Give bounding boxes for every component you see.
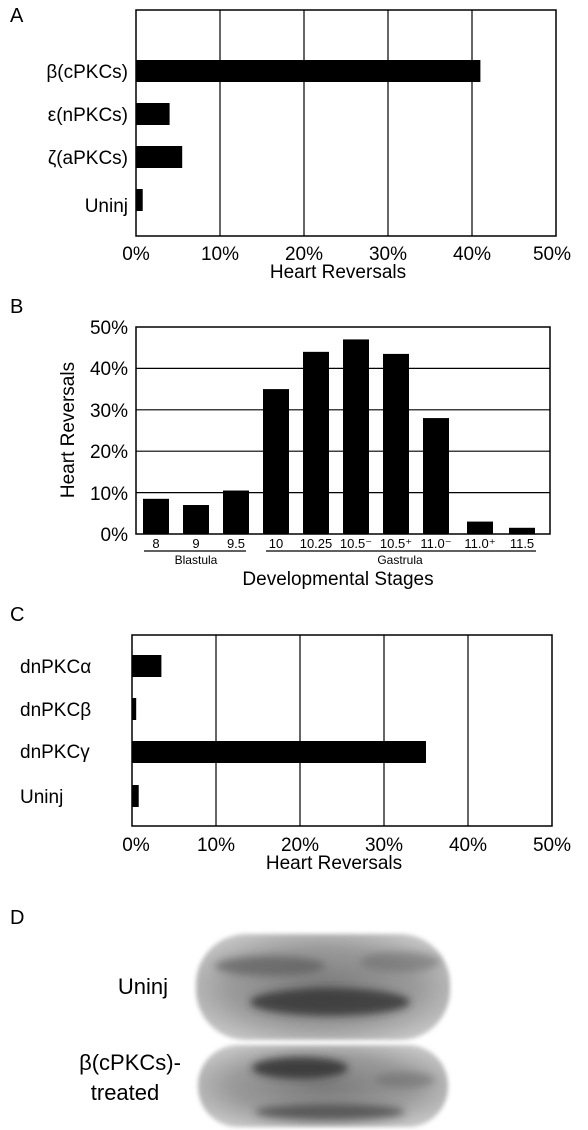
panel-a-chart: A β(cPKCs) ε(nPKCs) ζ(aPKCs) Uninj 0% 10… <box>10 5 571 283</box>
panel-a-tick-label: 30% <box>369 244 407 265</box>
panel-b-x-tick-label: 11.0⁻ <box>420 536 451 551</box>
panel-c-category-label: dnPKCβ <box>20 700 91 721</box>
embryo-label-uninj: Uninj <box>118 974 168 999</box>
panel-b-group-label: Gastrula <box>377 553 423 567</box>
panel-a-category-labels: β(cPKCs) ε(nPKCs) ζ(aPKCs) Uninj <box>46 62 128 217</box>
panel-a-bar <box>136 60 481 82</box>
panel-d-label: D <box>10 907 24 929</box>
panel-c-tick-label: 30% <box>365 835 403 856</box>
panel-b-x-tick-labels: 8 9 9.5 10 10.25 10.5⁻ 10.5⁺ 11.0⁻ 11.0⁺… <box>152 536 534 551</box>
panel-a-tick-label: 0% <box>122 244 150 265</box>
panel-b-chart: B 0% 10% 20% 30% 40% 50% Heart Reversals… <box>10 296 551 590</box>
panel-c-bar <box>132 785 139 807</box>
panel-c-tick-labels: 0% 10% 20% 30% 40% 50% <box>122 835 571 856</box>
panel-b-x-tick-label: 10.25 <box>300 536 333 551</box>
panel-c-category-label: Uninj <box>20 787 63 808</box>
panel-c-category-label: dnPKCα <box>20 657 91 678</box>
panel-b-bar <box>303 351 329 534</box>
panel-a-frame <box>135 9 557 237</box>
panel-c-label: C <box>10 604 24 626</box>
panel-b-x-tick-label: 10.5⁻ <box>340 536 372 551</box>
panel-a-tick-label: 20% <box>285 244 323 265</box>
panel-b-x-tick-label: 10.5⁺ <box>380 536 412 551</box>
panel-c-bar <box>132 741 426 763</box>
panel-a-gridlines <box>219 10 473 236</box>
panel-c-tick-label: 20% <box>281 835 319 856</box>
panel-c-category-labels: dnPKCα dnPKCβ dnPKCγ Uninj <box>20 657 91 808</box>
panel-a-tick-label: 50% <box>533 244 571 265</box>
panel-b-bar <box>263 389 289 534</box>
panel-b-y-tick-label: 20% <box>90 442 128 463</box>
panel-b-x-tick-label: 10 <box>269 536 283 551</box>
panel-b-y-axis-title: Heart Reversals <box>58 362 79 498</box>
panel-a-bar <box>136 189 143 211</box>
panel-c-bar <box>132 698 137 720</box>
panel-b-label: B <box>10 296 23 318</box>
embryo-image-uninj <box>196 934 450 1040</box>
panel-c-tick-label: 10% <box>197 835 235 856</box>
panel-b-y-tick-label: 10% <box>90 484 128 505</box>
panel-b-x-tick-label: 11.0⁺ <box>464 536 495 551</box>
panel-a-tick-labels: 0% 10% 20% 30% 40% 50% <box>122 244 571 265</box>
panel-b-group-label: Blastula <box>175 553 218 567</box>
panel-b-y-tick-label: 40% <box>90 359 128 380</box>
panel-a-category-label: Uninj <box>85 196 128 217</box>
panel-a-bars <box>136 60 481 211</box>
panel-d-embryos: D Uninj β(cPKCs)- treated <box>10 907 450 1127</box>
panel-c-bars <box>132 655 426 807</box>
panel-a-label: A <box>10 5 24 27</box>
panel-b-y-tick-label: 30% <box>90 401 128 422</box>
panel-b-y-tick-labels: 0% 10% 20% 30% 40% 50% <box>90 318 128 546</box>
panel-c-bar <box>132 655 162 677</box>
panel-c-x-axis-title: Heart Reversals <box>266 853 402 874</box>
panel-b-bar <box>223 490 249 534</box>
panel-a-category-label: ε(nPKCs) <box>48 105 128 126</box>
panel-a-tick-label: 40% <box>453 244 491 265</box>
panel-b-x-tick-label: 8 <box>152 536 159 551</box>
panel-b-y-tick-label: 0% <box>101 525 129 546</box>
panel-c-tick-label: 0% <box>122 835 150 856</box>
panel-a-bar <box>136 146 183 168</box>
panel-c-tick-label: 40% <box>449 835 487 856</box>
embryo-label-treated-line1: β(cPKCs)- <box>79 1050 181 1075</box>
panel-a-x-axis-title: Heart Reversals <box>270 262 406 283</box>
panel-b-x-tick-label: 9 <box>192 536 199 551</box>
embryo-label-treated-line2: treated <box>91 1080 160 1105</box>
panel-a-category-label: β(cPKCs) <box>46 62 128 83</box>
panel-b-y-tick-label: 50% <box>90 318 128 339</box>
panel-a-tick-label: 10% <box>201 244 239 265</box>
panel-b-bar <box>467 521 493 534</box>
panel-c-category-label: dnPKCγ <box>20 742 90 763</box>
embryo-image-treated <box>198 1045 448 1127</box>
panel-b-x-axis-title: Developmental Stages <box>242 569 433 590</box>
panel-c-tick-label: 50% <box>533 835 571 856</box>
panel-c-gridlines <box>215 635 469 826</box>
panel-b-bar <box>143 498 169 534</box>
panel-a-category-label: ζ(aPKCs) <box>48 148 128 169</box>
panel-b-x-tick-label: 9.5 <box>227 536 245 551</box>
panel-c-frame <box>131 634 553 827</box>
panel-b-bar <box>383 353 409 534</box>
panel-b-bars <box>143 339 535 534</box>
panel-b-x-tick-label: 11.5 <box>510 536 534 551</box>
panel-b-bar <box>183 505 209 534</box>
panel-b-bar <box>343 339 369 534</box>
panel-b-bar <box>423 418 449 534</box>
panel-b-bar <box>509 527 535 534</box>
panel-a-bar <box>136 103 170 125</box>
panel-c-chart: C dnPKCα dnPKCβ dnPKCγ Uninj 0% 10% 20% … <box>10 604 571 874</box>
